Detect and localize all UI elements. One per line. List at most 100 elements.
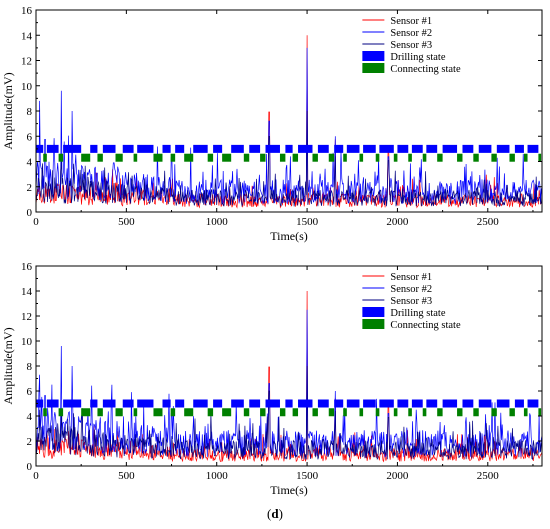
- legend-swatch-4: [362, 51, 385, 61]
- connecting-state-bar: [422, 408, 427, 417]
- chart-panel-2: 0 2 4 6 8 10 12 14 16 0 500 1000 1500 2000 2500 Time(s)…: [1, 261, 543, 497]
- drilling-state-bar: [46, 399, 59, 408]
- connecting-state-bar: [170, 408, 176, 417]
- drilling-state-bar: [426, 144, 438, 153]
- connecting-state-bar: [292, 408, 299, 417]
- x-tick-label: 500: [118, 216, 135, 228]
- x-axis-label: Time(s): [270, 483, 308, 497]
- connecting-state-bar: [58, 153, 64, 162]
- drilling-state-bar: [334, 144, 344, 153]
- drilling-state-bar: [213, 399, 223, 408]
- panel-label-close: ): [278, 506, 283, 521]
- drilling-state-bar: [298, 144, 313, 153]
- legend-label-1: Sensor #1: [390, 272, 432, 283]
- y-tick-label: 10: [21, 336, 33, 348]
- drilling-state-bar: [162, 399, 171, 408]
- connecting-state-bar: [243, 153, 250, 162]
- y-tick-label: 4: [27, 411, 33, 423]
- drilling-state-bar: [496, 144, 510, 153]
- legend-swatch-5: [362, 63, 385, 73]
- y-tick-label: 8: [27, 361, 33, 373]
- connecting-state-bar: [328, 153, 335, 162]
- drilling-state-bar: [175, 144, 185, 153]
- series-line-sensor-2: [36, 47, 542, 205]
- connecting-state-bar: [473, 408, 479, 417]
- connecting-state-bar: [207, 153, 214, 162]
- drilling-state-bar: [317, 399, 329, 408]
- drilling-state-bar: [285, 399, 293, 408]
- series-line-sensor-3: [36, 110, 542, 208]
- chart-panel-1: 0 2 4 6 8 10 12 14 16 0 500 1000 1500 2000 2500 Time(s)…: [1, 5, 543, 243]
- drilling-state-bar: [478, 399, 492, 408]
- panel-label-open: (: [267, 506, 272, 521]
- x-tick-label: 1000: [206, 470, 229, 482]
- legend-label-3: Sensor #3: [390, 296, 432, 307]
- drilling-state-bar: [231, 399, 244, 408]
- connecting-state-bar: [359, 153, 364, 162]
- legend-label-5: Connecting state: [390, 320, 461, 331]
- connecting-state-bar: [328, 408, 335, 417]
- drilling-state-bar: [193, 399, 208, 408]
- legend-label-5: Connecting state: [390, 64, 461, 75]
- drilling-state-bar: [527, 399, 539, 408]
- drilling-state-bar: [162, 144, 171, 153]
- legend-label-1: Sensor #1: [390, 16, 432, 27]
- series-line-sensor-1: [36, 290, 542, 463]
- drilling-state-bar: [334, 399, 344, 408]
- connecting-state-bar: [170, 153, 176, 162]
- connecting-state-bar: [408, 408, 412, 417]
- legend-swatch-4: [362, 307, 385, 317]
- drilling-state-bar: [213, 144, 223, 153]
- drilling-state-bar: [90, 399, 98, 408]
- drilling-state-bar: [442, 399, 458, 408]
- drilling-state-bar: [298, 399, 313, 408]
- drilling-state-bar: [36, 144, 44, 153]
- connecting-state-bar: [491, 408, 497, 417]
- connecting-state-bar: [58, 408, 64, 417]
- y-tick-label: 4: [27, 157, 33, 169]
- connecting-state-bar: [312, 408, 318, 417]
- drilling-state-bar: [175, 399, 185, 408]
- connecting-state-bar: [279, 408, 286, 417]
- connecting-state-bar: [523, 153, 528, 162]
- connecting-state-bar: [393, 153, 398, 162]
- x-tick-label: 2000: [386, 216, 409, 228]
- panel-label-letter: d: [271, 506, 279, 521]
- y-tick-label: 0: [27, 207, 33, 219]
- connecting-state-bar: [279, 153, 286, 162]
- drilling-state-bar: [249, 399, 261, 408]
- series-line-sensor-3: [36, 365, 542, 461]
- connecting-state-bar: [457, 408, 463, 417]
- plot-frame: [35, 265, 543, 467]
- connecting-state-bar: [207, 408, 214, 417]
- connecting-state-bar: [81, 153, 91, 162]
- drilling-state-bar: [122, 399, 134, 408]
- connecting-state-bar: [393, 408, 398, 417]
- drilling-state-bar: [379, 399, 394, 408]
- x-tick-label: 1500: [296, 470, 319, 482]
- legend-label-2: Sensor #2: [390, 28, 432, 39]
- drilling-state-bar: [193, 144, 208, 153]
- drilling-state-bar: [249, 144, 261, 153]
- connecting-state-bar: [523, 408, 528, 417]
- connecting-state-bar: [538, 408, 542, 417]
- y-tick-label: 12: [21, 311, 32, 323]
- drilling-state-bar: [462, 399, 474, 408]
- y-tick-label: 16: [21, 5, 33, 17]
- drilling-state-bar: [379, 144, 394, 153]
- y-tick-label: 8: [27, 106, 33, 118]
- connecting-state-bar: [184, 153, 194, 162]
- drilling-state-bar: [411, 399, 423, 408]
- y-tick-label: 12: [21, 56, 32, 68]
- connecting-state-bar: [422, 153, 427, 162]
- x-tick-label: 2500: [477, 216, 500, 228]
- connecting-state-bar: [343, 408, 347, 417]
- connecting-state-bar: [408, 153, 412, 162]
- connecting-state-bar: [509, 408, 515, 417]
- drilling-state-bar: [411, 144, 423, 153]
- y-tick-label: 0: [27, 461, 33, 473]
- connecting-state-bar: [97, 408, 103, 417]
- connecting-state-bar: [43, 153, 47, 162]
- y-tick-label: 14: [21, 30, 33, 42]
